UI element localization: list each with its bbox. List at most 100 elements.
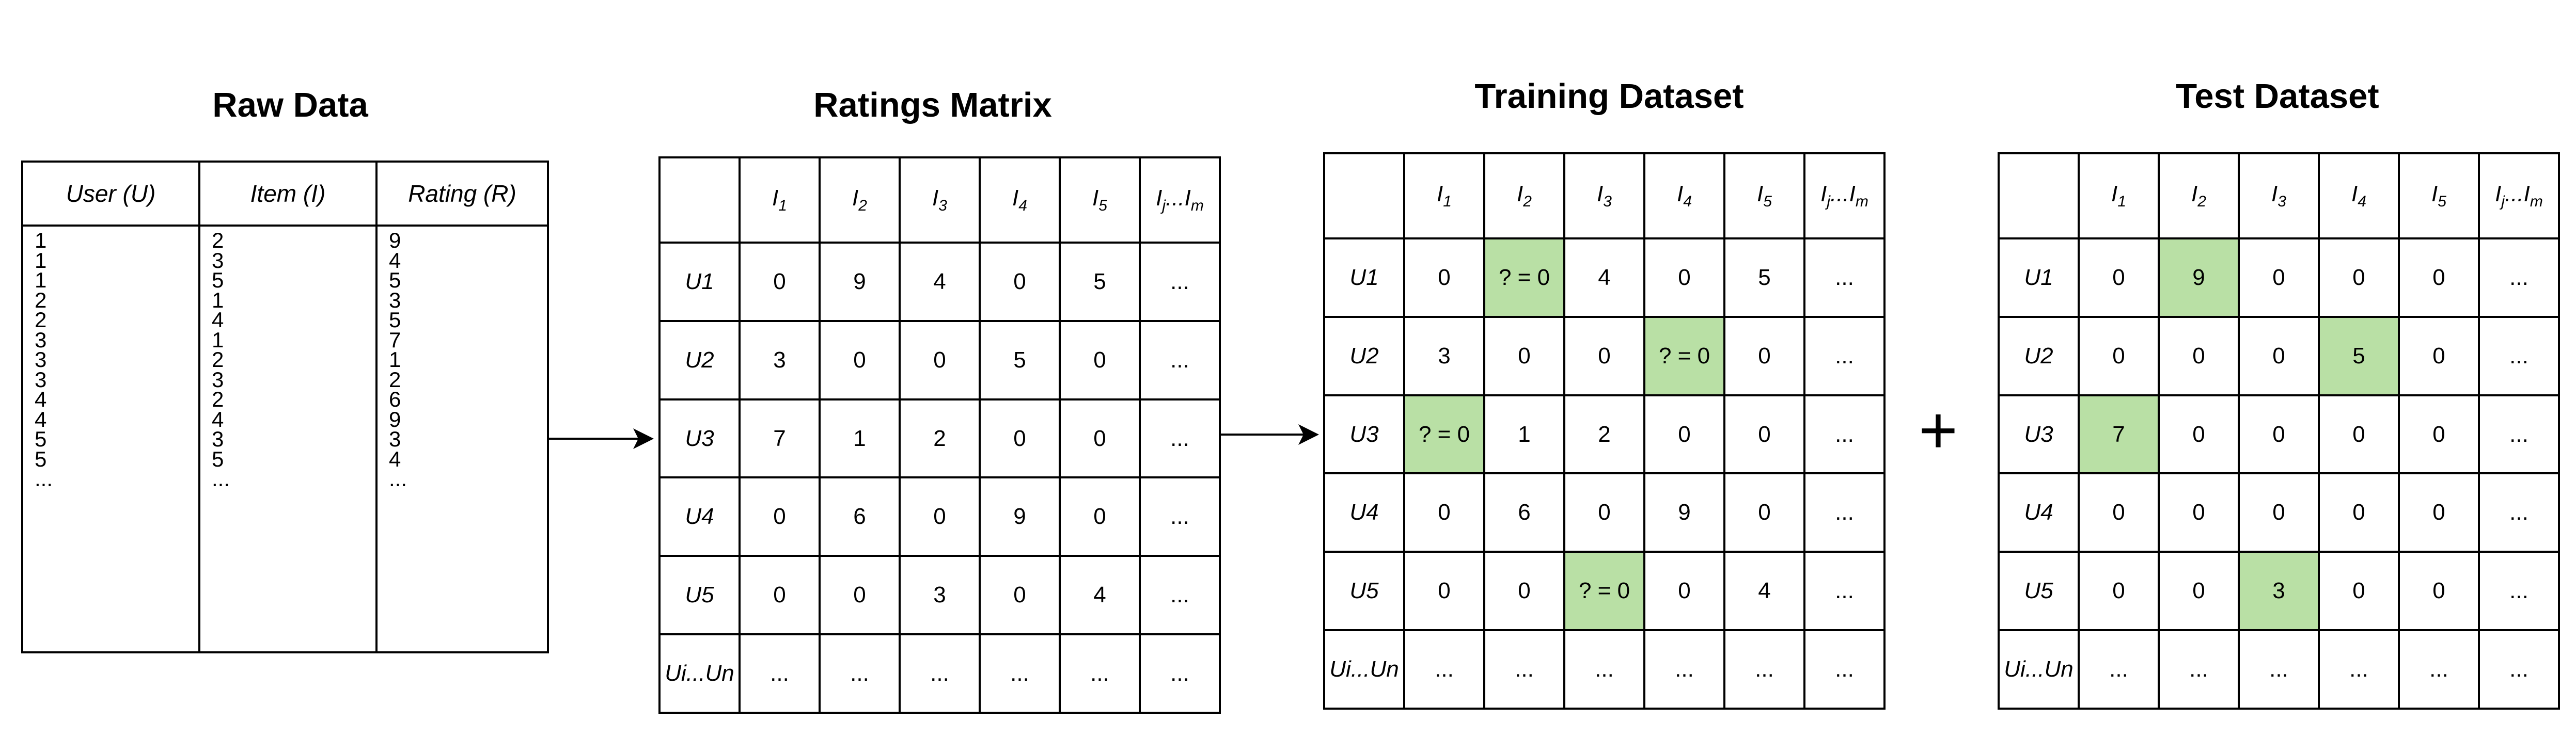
raw-cell: 7 (389, 327, 401, 352)
matrix-row: U2 3 0 0? = 0 0... (1323, 315, 1886, 396)
column-header-item: I1 (1403, 152, 1485, 239)
raw-cell: 6 (389, 387, 401, 411)
matrix-cell: 0 (1059, 319, 1141, 400)
highlighted-cell: 7 (2078, 394, 2160, 475)
raw-header-item: Item (I) (200, 163, 378, 225)
raw-cell: 1 (212, 287, 224, 312)
matrix-cell: ... (2478, 551, 2560, 632)
row-header-user: Ui...Un (1998, 629, 2080, 710)
raw-header-user: User (U) (23, 163, 200, 225)
row-header-user: U4 (1323, 472, 1405, 553)
raw-cell: 5 (212, 446, 224, 471)
matrix-cell: 0 (1483, 315, 1565, 396)
raw-cell: 3 (389, 287, 401, 312)
matrix-cell: 0 (2238, 394, 2320, 475)
matrix-cell: ... (2158, 629, 2240, 710)
row-header-user: Ui...Un (658, 633, 741, 714)
matrix-cell: ... (1139, 242, 1221, 322)
matrix-cell: 0 (739, 555, 821, 636)
matrix-row: Ui...Un.................. (1998, 629, 2560, 710)
matrix-cell: 0 (1643, 394, 1725, 475)
highlighted-cell: ? = 0 (1643, 315, 1725, 396)
raw-cell: 2 (212, 228, 224, 252)
matrix-cell: 0 (2078, 237, 2160, 318)
matrix-row: U5 0 0 3 0 0... (1998, 551, 2560, 632)
raw-cell: ... (35, 467, 53, 491)
matrix-cell: 9 (1643, 472, 1725, 553)
corner-cell (1323, 152, 1405, 239)
raw-column-rating: 9 4 5 3 5 7 1 2 6 9 3 4... (378, 227, 547, 651)
matrix-cell: ... (1139, 476, 1221, 557)
highlighted-cell: 3 (2238, 551, 2320, 632)
matrix-cell: 0 (2318, 237, 2400, 318)
row-header-user: U1 (1323, 237, 1405, 318)
raw-cell: 3 (389, 427, 401, 451)
matrix-cell: 9 (819, 242, 901, 322)
matrix-row: U1 0? = 0 4 0 5... (1323, 237, 1886, 318)
matrix-row: U3? = 0 1 2 0 0... (1323, 394, 1886, 475)
raw-cell: 1 (35, 228, 47, 252)
column-header-item: I3 (1563, 152, 1645, 239)
matrix-cell: 0 (1403, 237, 1485, 318)
matrix-cell: 0 (2078, 551, 2160, 632)
matrix-cell: ... (2078, 629, 2160, 710)
matrix-cell: ... (819, 633, 901, 714)
matrix-cell: ... (2398, 629, 2480, 710)
row-header-user: U1 (658, 242, 741, 322)
matrix-row: U4 0 6 0 9 0... (1323, 472, 1886, 553)
raw-cell: 4 (389, 248, 401, 273)
highlighted-cell: ? = 0 (1563, 551, 1645, 632)
matrix-cell: 0 (2398, 394, 2480, 475)
matrix-cell: 5 (1723, 237, 1805, 318)
matrix-cell: ... (1483, 629, 1565, 710)
matrix-cell: ... (2478, 237, 2560, 318)
matrix-cell: 0 (2158, 315, 2240, 396)
matrix-cell: 0 (1483, 551, 1565, 632)
raw-cell: 9 (389, 228, 401, 252)
column-header-item: I3 (899, 156, 981, 244)
matrix-cell: ... (739, 633, 821, 714)
matrix-cell: ... (2478, 629, 2560, 710)
row-header-user: Ui...Un (1323, 629, 1405, 710)
matrix-cell: ... (1059, 633, 1141, 714)
matrix-cell: ... (1803, 472, 1886, 553)
matrix-cell: 0 (2238, 237, 2320, 318)
raw-cell: 2 (389, 367, 401, 392)
row-header-user: U5 (1323, 551, 1405, 632)
test-dataset-table: I1 I2 I3 I4 I5 Ij...Im U1 0 9 0 0 0... U2 0 0 0 5 0... U3 7… (1998, 152, 2560, 710)
row-header-user: U4 (1998, 472, 2080, 553)
matrix-row: U4 0 6 0 9 0... (658, 476, 1221, 557)
raw-cell: 4 (212, 407, 224, 431)
matrix-cell: 0 (739, 476, 821, 557)
highlighted-cell: ? = 0 (1483, 237, 1565, 318)
matrix-row: Ui...Un.................. (658, 633, 1221, 714)
raw-cell: 3 (35, 347, 47, 372)
matrix-cell: ... (2318, 629, 2400, 710)
raw-cell: 4 (35, 387, 47, 411)
column-header-item: I1 (739, 156, 821, 244)
matrix-cell: 1 (1483, 394, 1565, 475)
matrix-cell: 2 (1563, 394, 1645, 475)
matrix-cell: 0 (1059, 398, 1141, 479)
column-header-item: I5 (1723, 152, 1805, 239)
column-header-item: I3 (2238, 152, 2320, 239)
matrix-cell: 0 (2158, 551, 2240, 632)
matrix-row: U3 7 1 2 0 0... (658, 398, 1221, 479)
matrix-cell: 0 (2078, 472, 2160, 553)
matrix-cell: ... (1803, 551, 1886, 632)
matrix-cell: 0 (2158, 472, 2240, 553)
raw-cell: 1 (389, 347, 401, 372)
matrix-cell: ... (2478, 394, 2560, 475)
matrix-cell: 2 (899, 398, 981, 479)
matrix-row: U4 0 0 0 0 0... (1998, 472, 2560, 553)
raw-cell: 4 (35, 407, 47, 431)
matrix-cell: 0 (1059, 476, 1141, 557)
matrix-cell: 0 (2398, 315, 2480, 396)
raw-cell: 4 (389, 446, 401, 471)
raw-cell: 4 (212, 308, 224, 332)
matrix-cell: ... (1563, 629, 1645, 710)
column-header-item: I4 (2318, 152, 2400, 239)
matrix-cell: ... (1803, 629, 1886, 710)
